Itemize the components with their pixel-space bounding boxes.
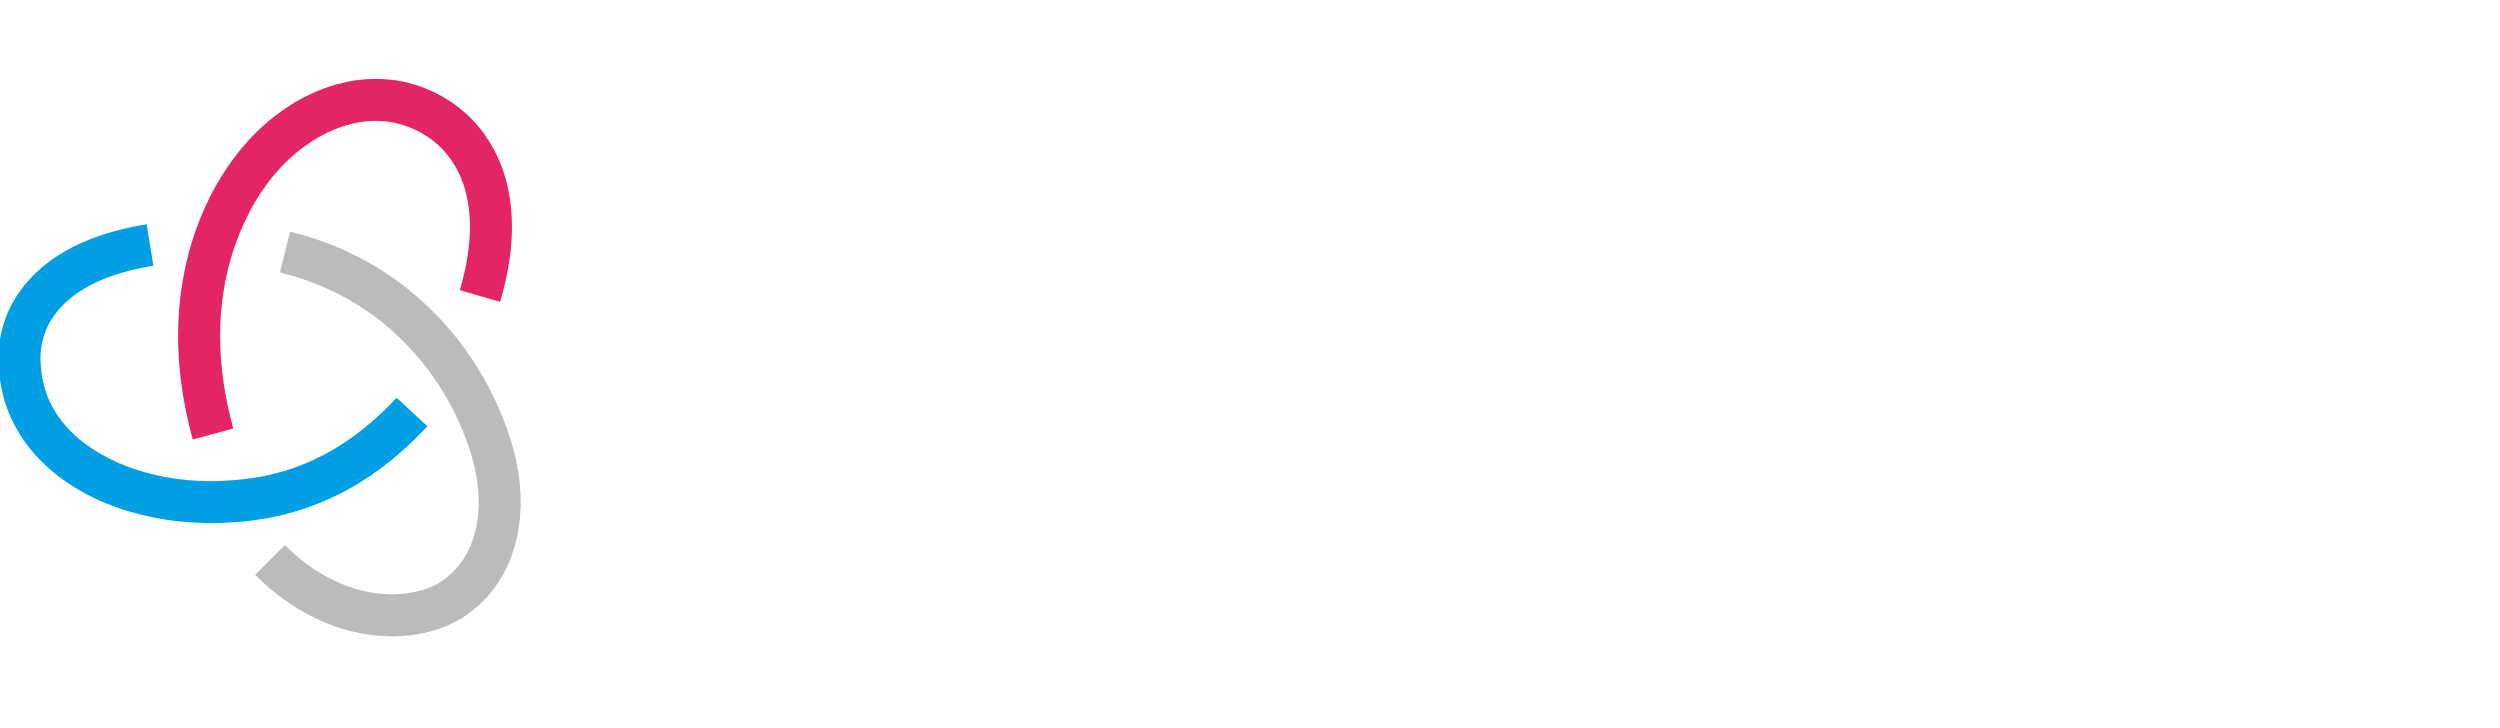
wordmark <box>680 180 2500 520</box>
pink-ring <box>178 78 512 440</box>
gray-ring <box>255 231 521 637</box>
blue-ring <box>0 224 428 524</box>
triple-interlocking-rings-icon <box>0 78 521 637</box>
